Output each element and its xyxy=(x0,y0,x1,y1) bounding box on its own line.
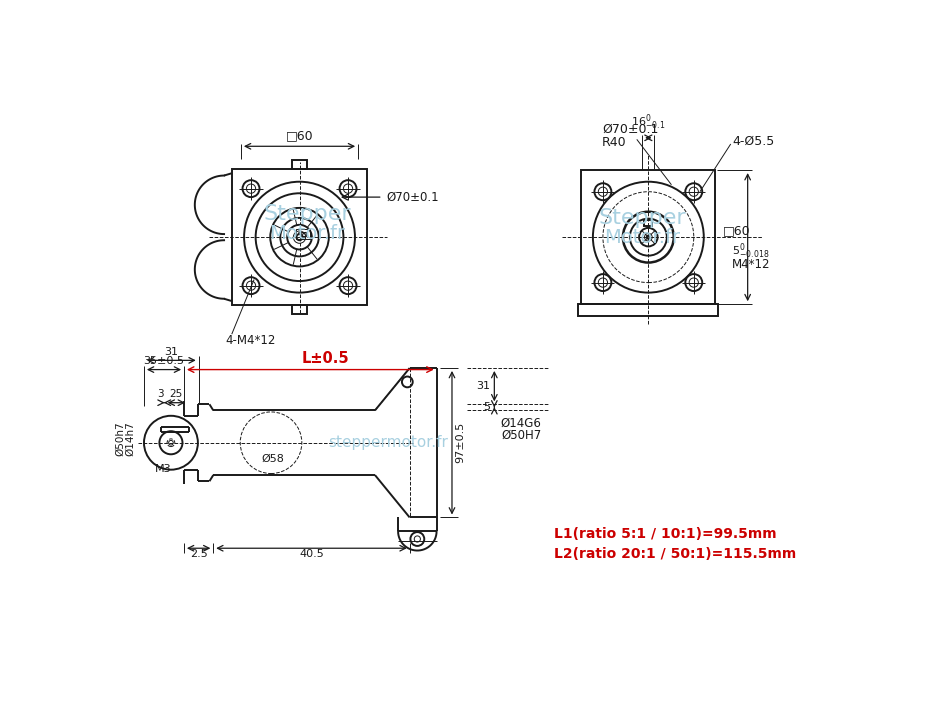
Text: Ø50h7: Ø50h7 xyxy=(114,421,125,456)
Text: Ø70±0.1: Ø70±0.1 xyxy=(602,123,658,136)
Text: 2.5: 2.5 xyxy=(190,549,207,559)
Text: 4-M4*12: 4-M4*12 xyxy=(226,334,276,347)
Bar xyxy=(644,220,652,225)
Text: □60: □60 xyxy=(723,225,751,238)
Text: $5^0_{-0.018}$: $5^0_{-0.018}$ xyxy=(732,241,770,261)
Text: $16^0_{-0.1}$: $16^0_{-0.1}$ xyxy=(631,112,666,132)
Text: 25: 25 xyxy=(169,389,182,399)
Text: M3: M3 xyxy=(155,464,171,474)
Text: L2(ratio 20:1 / 50:1)=115.5mm: L2(ratio 20:1 / 50:1)=115.5mm xyxy=(553,547,796,561)
Bar xyxy=(292,160,307,170)
Bar xyxy=(299,232,306,236)
Text: 4-Ø5.5: 4-Ø5.5 xyxy=(732,134,775,147)
Text: Motor.fr: Motor.fr xyxy=(269,224,345,243)
Text: 40.5: 40.5 xyxy=(299,549,324,559)
Text: L1(ratio 5:1 / 10:1)=99.5mm: L1(ratio 5:1 / 10:1)=99.5mm xyxy=(553,526,777,541)
Text: Ø14G6: Ø14G6 xyxy=(501,417,541,430)
Text: 3: 3 xyxy=(157,389,164,399)
Text: Ø58: Ø58 xyxy=(261,455,284,464)
Bar xyxy=(232,170,367,305)
Text: 31: 31 xyxy=(165,347,179,357)
Text: 97±0.5: 97±0.5 xyxy=(455,422,465,463)
Bar xyxy=(578,304,718,316)
Text: Stepper: Stepper xyxy=(263,204,351,224)
Text: Ø70±0.1: Ø70±0.1 xyxy=(387,191,439,204)
Text: Motor.fr: Motor.fr xyxy=(604,228,680,247)
Text: Stepper: Stepper xyxy=(598,208,686,228)
Text: 5: 5 xyxy=(484,402,490,413)
Text: 35±0.5: 35±0.5 xyxy=(143,356,184,365)
Text: M4*12: M4*12 xyxy=(732,258,771,271)
Text: 31: 31 xyxy=(476,381,490,392)
Text: Ø50H7: Ø50H7 xyxy=(501,428,541,442)
Text: Ø14h7: Ø14h7 xyxy=(126,421,136,456)
Text: steppermotor.fr: steppermotor.fr xyxy=(328,435,448,450)
Bar xyxy=(296,228,310,239)
Bar xyxy=(581,170,715,304)
Text: □60: □60 xyxy=(286,130,313,142)
Text: L±0.5: L±0.5 xyxy=(302,351,350,365)
Text: R40: R40 xyxy=(602,136,627,149)
Bar xyxy=(292,305,307,314)
